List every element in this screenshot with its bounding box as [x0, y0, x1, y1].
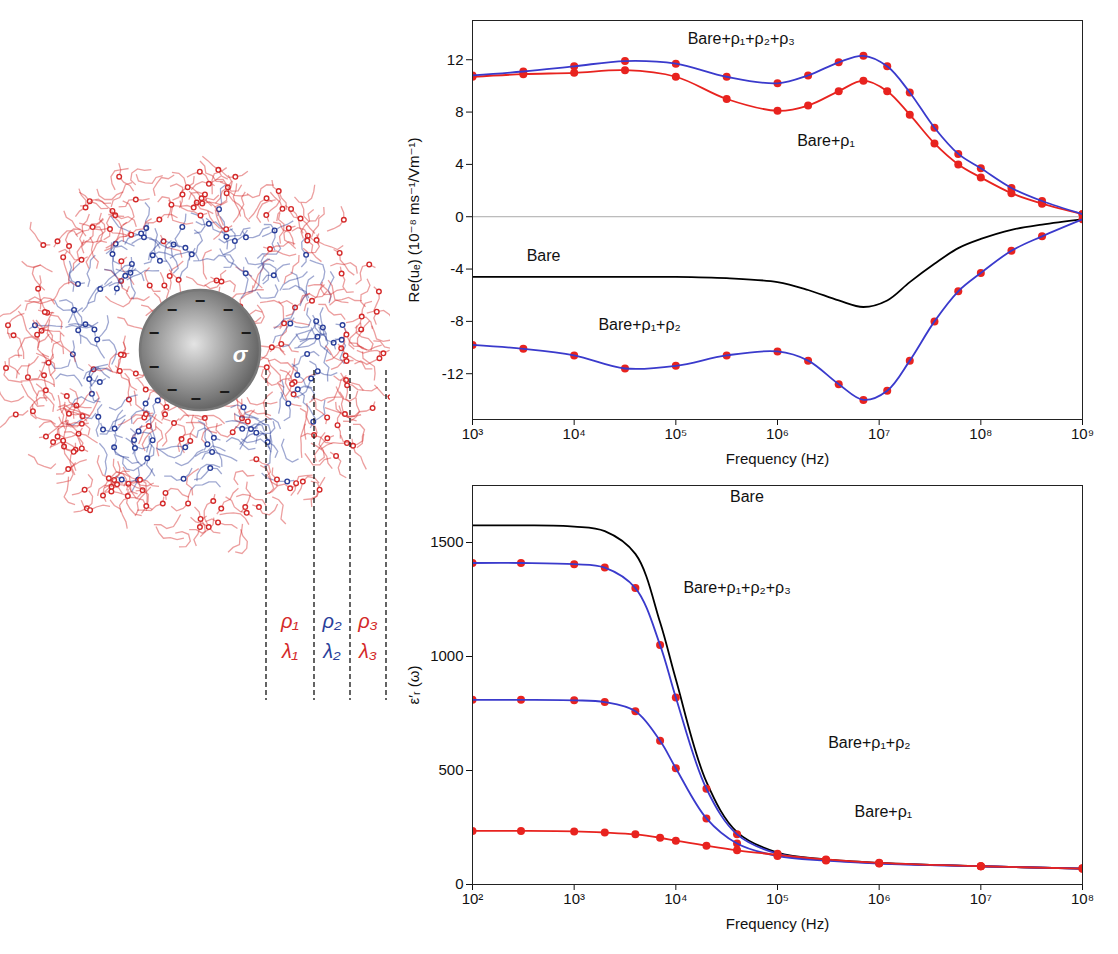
svg-text:10³: 10³ [462, 425, 484, 442]
svg-text:10²: 10² [462, 890, 484, 907]
svg-text:λ₃: λ₃ [358, 640, 377, 662]
svg-text:500: 500 [438, 761, 463, 778]
svg-text:-4: -4 [450, 260, 463, 277]
svg-text:8: 8 [455, 103, 463, 120]
svg-text:Frequency (Hz): Frequency (Hz) [726, 915, 829, 932]
svg-text:0: 0 [455, 875, 464, 893]
svg-text:10⁶: 10⁶ [868, 890, 891, 907]
svg-text:−: − [219, 382, 230, 402]
svg-text:−: − [223, 300, 234, 320]
svg-text:Bare+ρ₁+ρ₂+ρ₃: Bare+ρ₁+ρ₂+ρ₃ [683, 579, 790, 596]
svg-text:ρ₂: ρ₂ [321, 610, 341, 632]
svg-text:10⁸: 10⁸ [1071, 890, 1094, 907]
svg-text:-12: -12 [442, 365, 464, 382]
svg-text:10⁸: 10⁸ [969, 425, 992, 442]
svg-text:−: − [190, 389, 201, 409]
svg-text:-8: -8 [450, 312, 463, 329]
svg-text:10⁶: 10⁶ [766, 425, 789, 442]
svg-text:Bare+ρ₁+ρ₂: Bare+ρ₁+ρ₂ [598, 316, 680, 333]
svg-text:λ₂: λ₂ [322, 640, 341, 662]
svg-text:Bare+ρ₁+ρ₂+ρ₃: Bare+ρ₁+ρ₂+ρ₃ [688, 30, 795, 47]
svg-text:10⁵: 10⁵ [766, 890, 789, 907]
svg-text:10⁷: 10⁷ [970, 890, 992, 907]
svg-text:−: − [195, 291, 206, 311]
svg-text:Bare: Bare [730, 488, 764, 505]
svg-text:10⁷: 10⁷ [868, 425, 890, 442]
svg-text:−: − [241, 323, 252, 343]
svg-text:−: − [167, 380, 178, 400]
svg-text:Bare: Bare [527, 247, 561, 264]
svg-text:12: 12 [447, 51, 464, 68]
svg-text:10⁴: 10⁴ [563, 425, 586, 442]
svg-text:−: − [167, 300, 178, 320]
svg-text:Re(uₑ) (10⁻⁸ ms⁻¹/Vm⁻¹): Re(uₑ) (10⁻⁸ ms⁻¹/Vm⁻¹) [405, 138, 422, 303]
svg-text:10³: 10³ [563, 890, 585, 907]
svg-text:Frequency (Hz): Frequency (Hz) [726, 450, 829, 467]
svg-text:Bare+ρ₁+ρ₂: Bare+ρ₁+ρ₂ [828, 734, 910, 751]
svg-text:ρ₁: ρ₁ [280, 610, 299, 632]
svg-text:1000: 1000 [430, 647, 463, 664]
svg-text:λ₁: λ₁ [281, 640, 298, 662]
svg-text:1500: 1500 [430, 533, 463, 550]
svg-text:σ: σ [233, 342, 249, 367]
svg-text:0: 0 [455, 208, 463, 225]
svg-text:Bare+ρ₁: Bare+ρ₁ [797, 132, 855, 149]
svg-text:ε′ᵣ (ω): ε′ᵣ (ω) [405, 666, 422, 705]
svg-text:Bare+ρ₁: Bare+ρ₁ [855, 803, 913, 820]
svg-text:−: − [149, 323, 160, 343]
svg-text:10⁴: 10⁴ [664, 890, 687, 907]
svg-text:10⁵: 10⁵ [664, 425, 687, 442]
svg-text:4: 4 [455, 155, 463, 172]
svg-text:10⁹: 10⁹ [1071, 425, 1094, 442]
svg-text:ρ₃: ρ₃ [357, 610, 377, 632]
svg-text:−: − [149, 357, 160, 377]
